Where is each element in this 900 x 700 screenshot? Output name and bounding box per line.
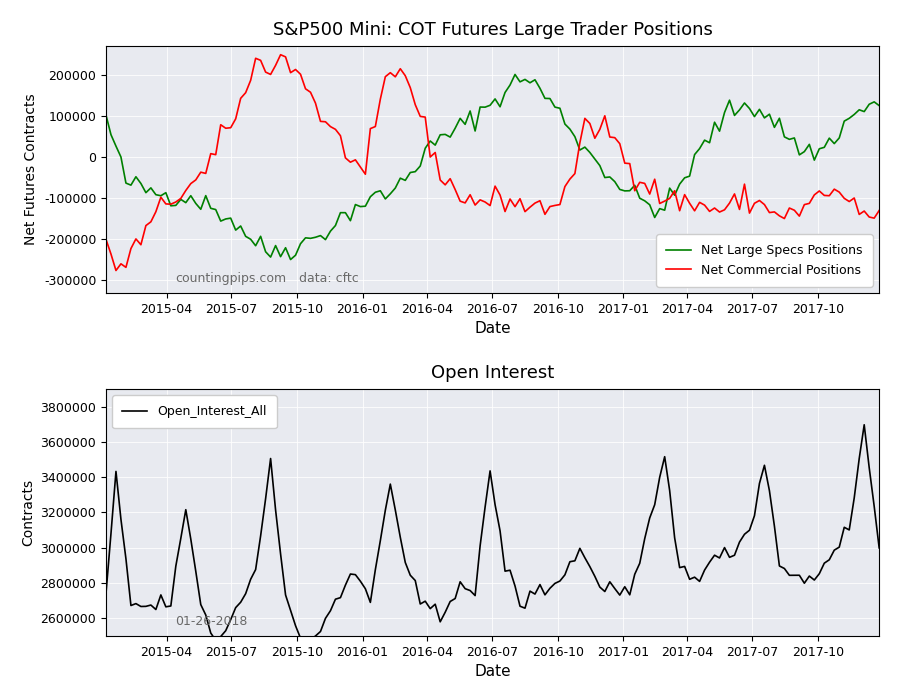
- Legend: Net Large Specs Positions, Net Commercial Positions: Net Large Specs Positions, Net Commercia…: [656, 234, 873, 286]
- Title: S&P500 Mini: COT Futures Large Trader Positions: S&P500 Mini: COT Futures Large Trader Po…: [273, 21, 713, 38]
- Line: Net Commercial Positions: Net Commercial Positions: [106, 55, 879, 270]
- Legend: Open_Interest_All: Open_Interest_All: [112, 395, 276, 428]
- X-axis label: Date: Date: [474, 664, 511, 679]
- Line: Open_Interest_All: Open_Interest_All: [106, 425, 879, 640]
- Text: countingpips.com: countingpips.com: [176, 272, 287, 286]
- X-axis label: Date: Date: [474, 321, 511, 336]
- Y-axis label: Contracts: Contracts: [21, 479, 35, 546]
- Title: Open Interest: Open Interest: [431, 364, 554, 382]
- Line: Net Large Specs Positions: Net Large Specs Positions: [106, 74, 879, 260]
- Y-axis label: Net Futures Contracts: Net Futures Contracts: [24, 94, 39, 245]
- Text: 01-26-2018: 01-26-2018: [176, 615, 248, 629]
- Text: data: cftc: data: cftc: [300, 272, 359, 286]
